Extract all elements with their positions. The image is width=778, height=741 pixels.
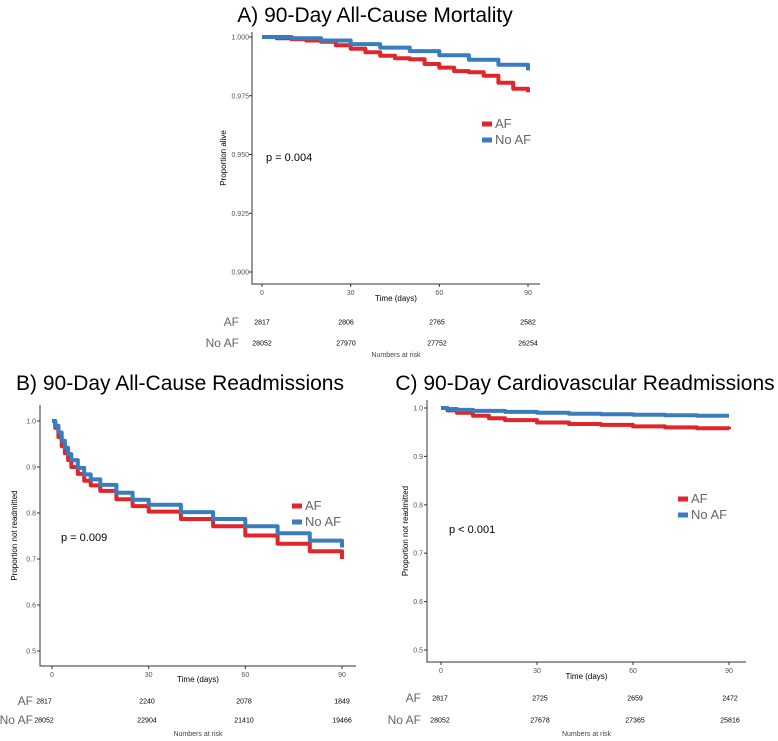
legend-label-no-af: No AF (495, 132, 531, 147)
chart-title: B) 90-Day All-Cause Readmissions (16, 372, 344, 395)
y-tick-label: 0.8 (26, 511, 36, 518)
y-tick-label: 0.9 (26, 465, 36, 472)
y-tick-label: 0.950 (231, 152, 249, 159)
x-tick-label: 60 (435, 290, 443, 297)
x-tick-label: 60 (629, 668, 637, 675)
risk-value: 2240 (139, 699, 155, 706)
x-tick-label: 60 (241, 672, 249, 679)
x-tick-label: 90 (725, 668, 733, 675)
y-tick-label: 0.925 (231, 211, 249, 218)
chart-title: C) 90-Day Cardiovascular Readmissions (395, 372, 774, 395)
risk-row-label: AF (406, 691, 421, 705)
risk-value: 27365 (625, 718, 645, 725)
y-tick-label: 0.7 (413, 551, 423, 558)
p-value: p < 0.001 (449, 524, 495, 536)
x-tick-label: 0 (439, 668, 443, 675)
legend-label-af: AF (495, 116, 512, 131)
risk-row-label: No AF (206, 336, 239, 350)
risk-value: 2582 (520, 320, 536, 327)
risk-row-label: AF (18, 694, 33, 708)
chart-title: A) 90-Day All-Cause Mortality (237, 4, 513, 27)
y-tick-label: 0.6 (413, 599, 423, 606)
risk-value: 2817 (254, 320, 270, 327)
risk-value: 2806 (338, 320, 354, 327)
y-tick-label: 1.0 (26, 419, 36, 426)
risk-table-title: Numbers at risk (562, 731, 612, 738)
series-line-af (441, 406, 731, 431)
y-tick-label: 0.7 (26, 557, 36, 564)
risk-value: 26254 (518, 341, 538, 348)
risk-value: 27678 (530, 718, 550, 725)
x-tick-label: 30 (533, 668, 541, 675)
axis-lines (426, 400, 746, 663)
risk-value: 2472 (722, 696, 738, 703)
series-line-af (262, 35, 530, 93)
risk-value: 28052 (430, 718, 450, 725)
x-axis-label: Time (days) (566, 672, 608, 681)
y-tick-label: 0.975 (231, 93, 249, 100)
series-line-no-af (52, 419, 344, 548)
risk-row-label: AF (224, 315, 239, 329)
panel-b: B) 90-Day All-Cause Readmissions 0.5 0.6 0.… (0, 372, 356, 738)
series-line-no-af (262, 35, 530, 71)
risk-table-title: Numbers at risk (371, 352, 421, 359)
p-value: p = 0.004 (266, 152, 312, 164)
y-tick-label: 0.5 (26, 649, 36, 656)
risk-value: 28052 (34, 718, 54, 725)
risk-row-label: No AF (388, 713, 421, 727)
p-value: p = 0.009 (61, 532, 107, 544)
risk-value: 2659 (627, 696, 643, 703)
risk-value: 2725 (532, 696, 548, 703)
panel-a: A) 90-Day All-Cause Mortality 0.900 0.925 0… (206, 4, 540, 359)
legend-label-af: AF (305, 498, 322, 513)
x-axis-label: Time (days) (375, 294, 417, 303)
risk-value: 2817 (432, 696, 448, 703)
y-tick-label: 0.6 (26, 603, 36, 610)
y-tick-label: 0.9 (413, 454, 423, 461)
y-tick-label: 0.900 (231, 270, 249, 277)
y-tick-label: 1.000 (231, 35, 249, 42)
risk-row-label: No AF (0, 713, 33, 727)
risk-value: 19466 (332, 718, 352, 725)
y-tick-label: 0.5 (413, 648, 423, 655)
x-tick-label: 90 (524, 290, 532, 297)
x-tick-label: 0 (260, 290, 264, 297)
y-tick-label: 0.8 (413, 502, 423, 509)
legend-label-no-af: No AF (305, 514, 341, 529)
x-tick-label: 30 (145, 672, 153, 679)
y-axis-label: Proportion alive (219, 130, 228, 186)
x-tick-label: 90 (338, 672, 346, 679)
x-axis-label: Time (days) (177, 675, 219, 684)
risk-table-title: Numbers at risk (173, 731, 223, 738)
y-axis-label: Proportion not readmitted (10, 490, 19, 580)
series-line-no-af (441, 406, 729, 418)
legend-label-no-af: No AF (691, 507, 727, 522)
y-tick-label: 1.0 (413, 406, 423, 413)
axis-lines (39, 405, 356, 667)
risk-value: 2765 (429, 320, 445, 327)
risk-value: 2078 (236, 699, 252, 706)
risk-value: 28052 (252, 341, 272, 348)
legend-label-af: AF (691, 491, 708, 506)
risk-value: 27752 (427, 341, 447, 348)
panel-c: C) 90-Day Cardiovascular Readmissions 0.5… (388, 372, 775, 738)
risk-value: 21410 (234, 718, 254, 725)
x-tick-label: 30 (347, 290, 355, 297)
x-tick-label: 0 (50, 672, 54, 679)
risk-value: 27970 (336, 341, 356, 348)
risk-value: 1849 (334, 699, 350, 706)
axis-lines (251, 32, 540, 285)
risk-value: 22904 (137, 718, 157, 725)
risk-value: 25816 (720, 718, 740, 725)
risk-value: 2817 (36, 699, 52, 706)
y-axis-label: Proportion not readmitted (401, 486, 410, 576)
